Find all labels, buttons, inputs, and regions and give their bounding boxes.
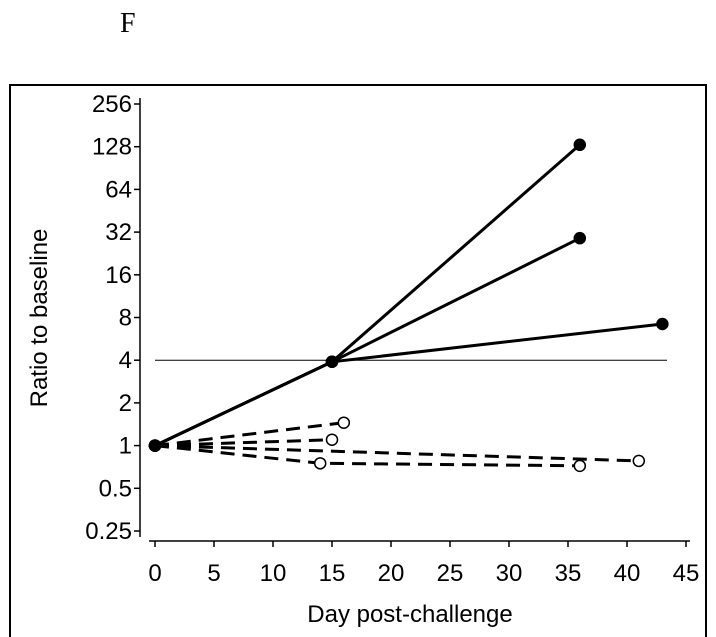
x-tick-label: 30	[496, 560, 523, 587]
chart-frame	[9, 84, 707, 637]
y-tick-label: 128	[92, 134, 132, 161]
x-tick-label: 10	[260, 560, 287, 587]
series-line	[154, 444, 639, 463]
data-point	[325, 355, 339, 369]
x-tick-label: 25	[437, 560, 464, 587]
y-tick-label: 2	[119, 390, 132, 417]
axes: 0.25 0.5 1 2 4 8 16 32 64 128 256 0 5 10 15 20 25 30 35 40 4…	[85, 91, 699, 587]
series-line	[154, 143, 581, 447]
y-tick-label: 0.25	[85, 518, 132, 545]
data-point	[325, 433, 339, 446]
x-tick-label: 40	[614, 560, 641, 587]
series-markers	[148, 138, 669, 473]
data-point	[148, 439, 162, 452]
x-tick-label: 15	[319, 560, 346, 587]
x-tick-label: 35	[555, 560, 582, 587]
x-tick-label: 5	[207, 560, 220, 587]
series-line	[154, 421, 344, 448]
y-axis-title: Ratio to baseline	[26, 229, 53, 408]
y-tick-label: 256	[92, 91, 132, 118]
data-point	[573, 459, 587, 473]
data-point	[313, 457, 327, 470]
data-point	[632, 454, 646, 468]
series-lines	[154, 143, 663, 468]
x-tick-label: 20	[378, 560, 405, 587]
y-tick-label: 64	[105, 176, 132, 203]
y-tick-label: 8	[119, 305, 132, 332]
x-tick-label: 0	[148, 560, 161, 587]
data-point	[573, 231, 587, 245]
data-point	[337, 416, 351, 429]
x-axis-title: Day post-challenge	[307, 601, 512, 628]
series-line	[154, 322, 663, 447]
y-tick-label: 0.5	[99, 475, 132, 502]
y-tick-label: 16	[105, 262, 132, 289]
y-tick-label: 4	[119, 347, 132, 374]
y-tick-label: 1	[119, 433, 132, 460]
series-line	[154, 438, 333, 448]
data-point	[656, 317, 669, 331]
x-tick-label: 45	[673, 560, 700, 587]
panel-label: F	[120, 8, 136, 39]
y-tick-label: 32	[105, 219, 132, 246]
data-point	[573, 138, 587, 152]
